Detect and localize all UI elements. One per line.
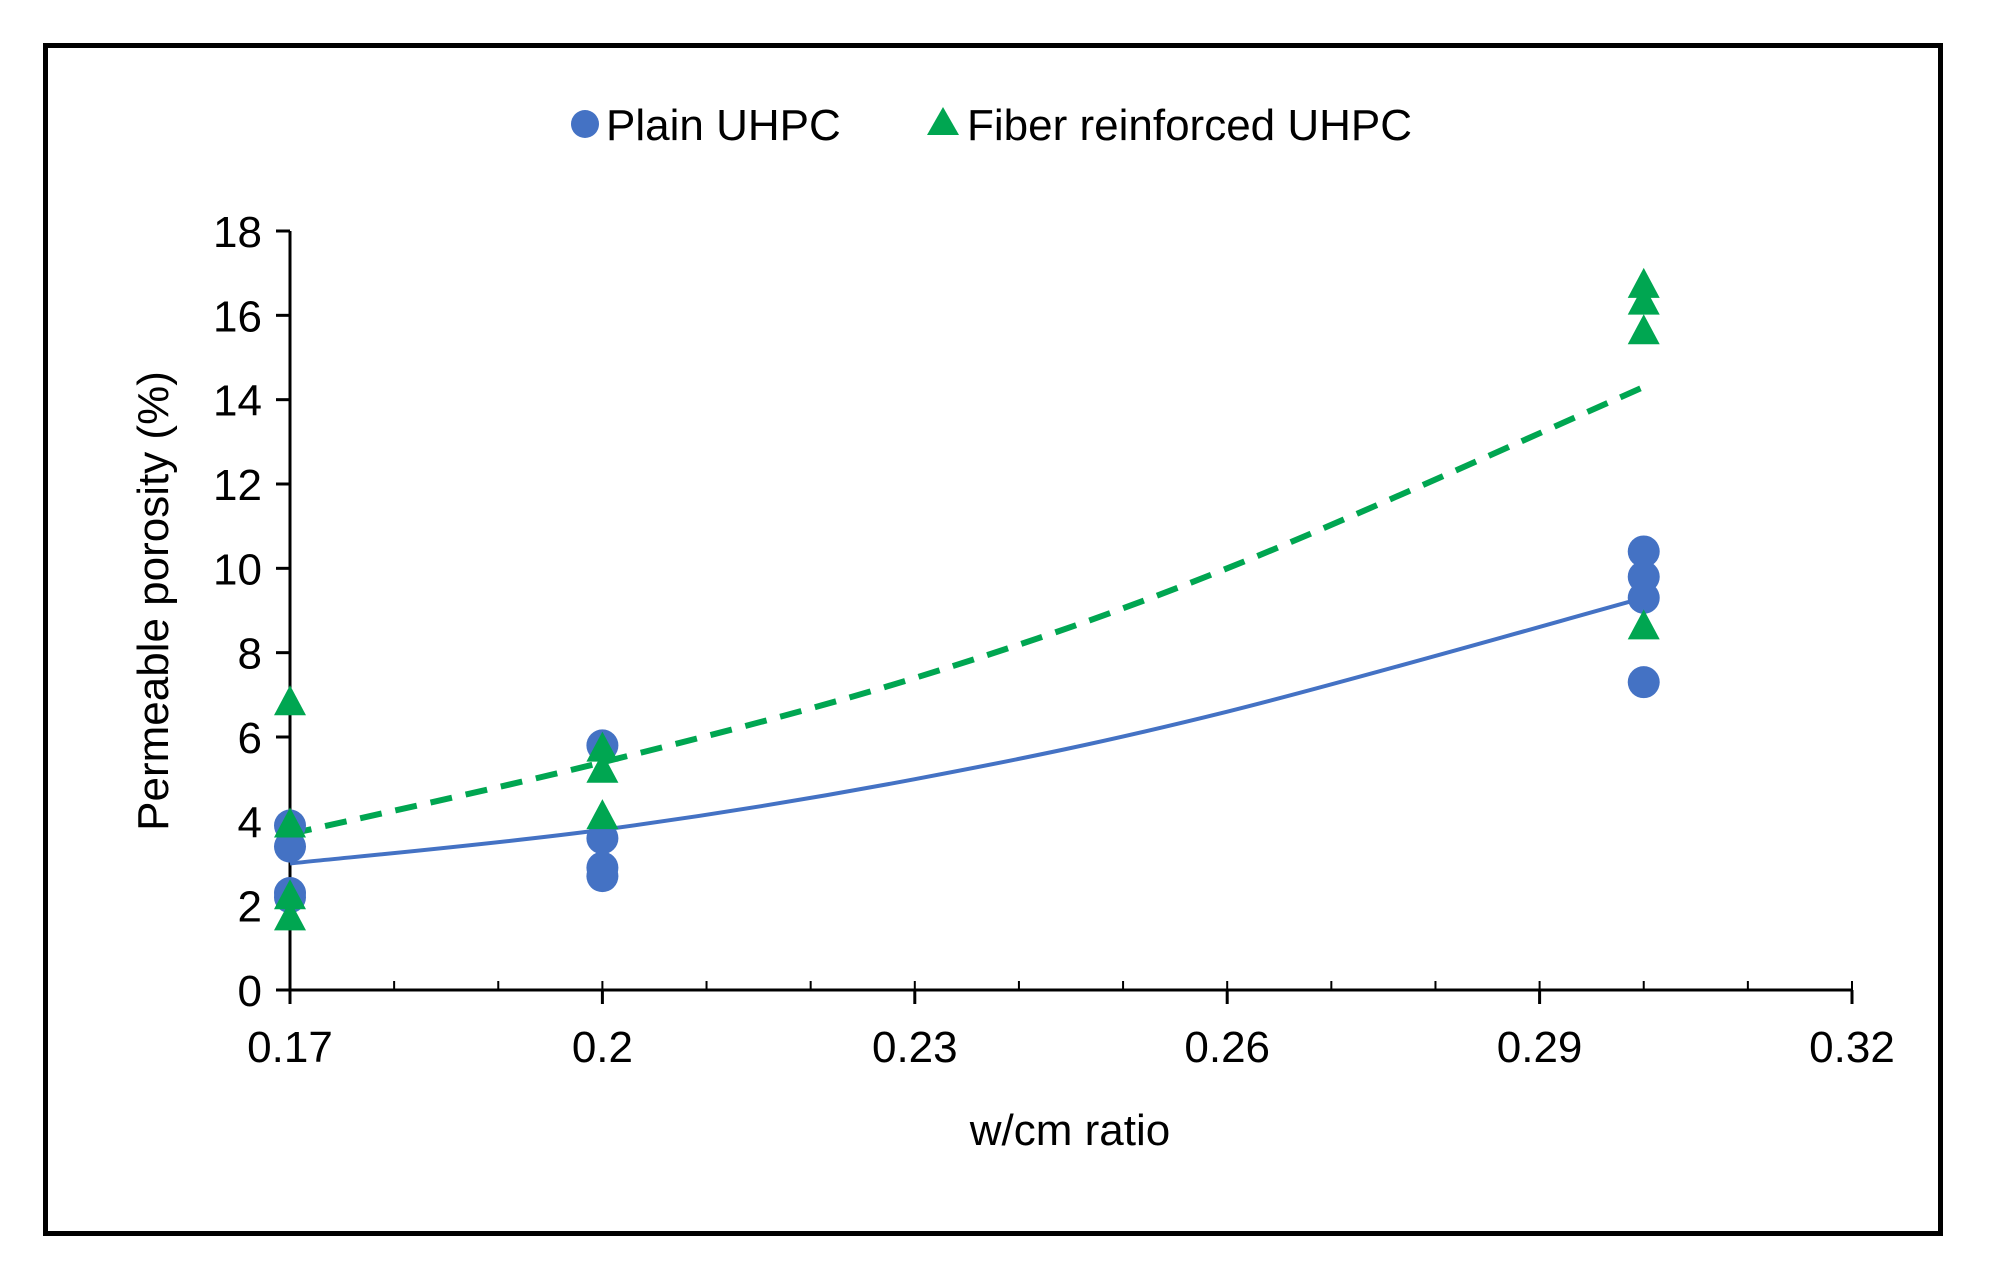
data-point-plain-uhpc (586, 822, 619, 855)
trendline-plain-uhpc (289, 595, 1645, 866)
data-point-fiber-reinforced-uhpc (1627, 314, 1660, 345)
x-tick-label: 0.2 (572, 1023, 633, 1072)
x-tick-label: 0.23 (872, 1023, 958, 1072)
data-point-fiber-reinforced-uhpc (274, 685, 306, 716)
x-tick-label: 0.29 (1497, 1023, 1583, 1072)
y-tick-label: 14 (213, 377, 262, 426)
data-point-fiber-reinforced-uhpc (274, 879, 306, 910)
x-tick-label: 0.17 (247, 1023, 333, 1072)
data-point-plain-uhpc (1627, 581, 1660, 614)
legend-label-fiber-reinforced-uhpc: Fiber reinforced UHPC (967, 101, 1412, 150)
y-tick-label: 6 (238, 714, 262, 763)
trendline-fiber-reinforced-uhpc (289, 384, 1645, 837)
data-markers (274, 267, 1660, 931)
legend-label-plain-uhpc: Plain UHPC (606, 101, 841, 150)
data-point-fiber-reinforced-uhpc (1627, 609, 1660, 640)
y-tick-label: 18 (213, 208, 262, 257)
data-point-plain-uhpc (586, 860, 619, 893)
legend-marker-fiber-reinforced-uhpc (927, 107, 959, 135)
x-tick-label: 0.26 (1184, 1023, 1270, 1072)
data-point-fiber-reinforced-uhpc (1627, 284, 1660, 315)
data-point-fiber-reinforced-uhpc (586, 731, 619, 762)
y-tick-label: 4 (238, 798, 262, 847)
y-tick-label: 0 (238, 967, 262, 1016)
data-point-fiber-reinforced-uhpc (586, 752, 619, 783)
data-point-plain-uhpc (1627, 535, 1660, 568)
data-point-fiber-reinforced-uhpc (274, 900, 306, 931)
trendlines (289, 384, 1645, 866)
data-point-plain-uhpc (274, 830, 306, 863)
data-point-fiber-reinforced-uhpc (586, 799, 619, 830)
y-tick-label: 16 (213, 292, 262, 341)
data-point-fiber-reinforced-uhpc (274, 807, 306, 838)
y-axis-title: Permeable porosity (%) (129, 371, 178, 831)
x-tick-label: 0.32 (1809, 1023, 1895, 1072)
chart-frame (43, 43, 1943, 1236)
x-axis-title: w/cm ratio (969, 1106, 1170, 1155)
y-tick-label: 12 (213, 461, 262, 510)
legend: Plain UHPC Fiber reinforced UHPC (571, 101, 1412, 150)
y-tick-label: 10 (213, 545, 262, 594)
y-tick-label: 8 (238, 630, 262, 679)
data-point-plain-uhpc (1627, 666, 1660, 699)
legend-marker-plain-uhpc (571, 110, 599, 138)
y-tick-label: 2 (238, 883, 262, 932)
data-point-fiber-reinforced-uhpc (1627, 267, 1660, 298)
